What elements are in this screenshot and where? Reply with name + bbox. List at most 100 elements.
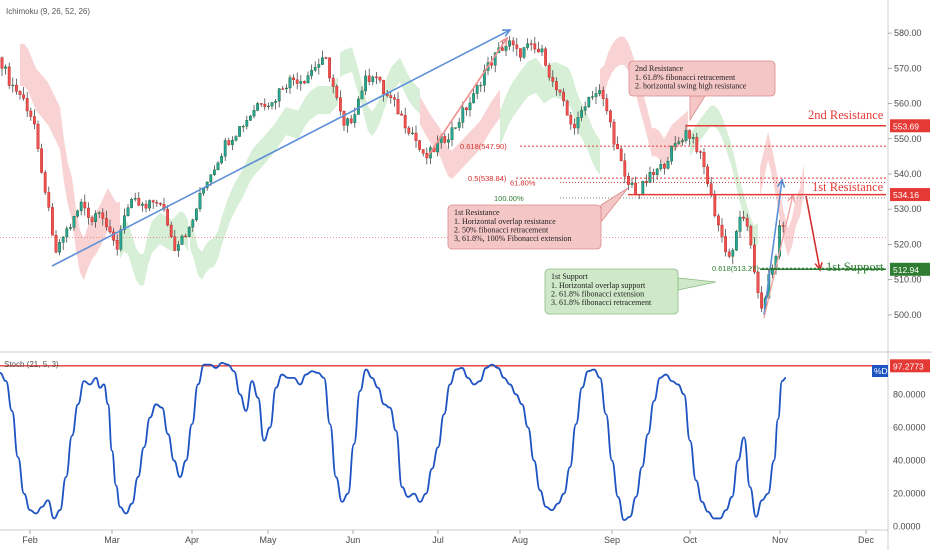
candle-body — [472, 93, 475, 104]
price-tick-label: 520.00 — [894, 239, 922, 249]
candle-body — [609, 110, 612, 123]
candle-body — [281, 88, 285, 90]
candle-body — [529, 43, 533, 45]
candle-body — [68, 227, 72, 229]
candle-body — [65, 228, 69, 238]
note-line: 3. 61.8% fibonacci retracement — [551, 298, 652, 307]
swing-arrow-up-2 — [763, 194, 794, 319]
cloud-region — [500, 57, 600, 175]
candle-body — [727, 251, 731, 257]
candle-body — [267, 105, 270, 107]
candle-body — [389, 95, 393, 98]
candle-body — [151, 200, 155, 203]
trend-arrow-up-1 — [51, 29, 511, 267]
candle-body — [90, 217, 94, 222]
axes: 553.69 534.16 512.94 97.2773 %D 580.00 570.00 5… — [22, 28, 930, 545]
candle-body — [684, 130, 688, 141]
candle-body — [511, 40, 515, 46]
price-tick-label: 510.00 — [894, 275, 922, 285]
swing-arrow-up — [763, 179, 783, 316]
candle-body — [180, 235, 184, 245]
candle-body — [558, 89, 562, 93]
candle-body — [670, 145, 674, 162]
candle-body — [360, 90, 364, 100]
swing-arrow-up-head — [776, 178, 786, 188]
candle-body — [479, 84, 483, 87]
candle-body — [562, 91, 566, 102]
candle-body — [158, 203, 162, 205]
candle-body — [115, 240, 119, 250]
candle-body — [295, 79, 299, 84]
candle-body — [421, 149, 425, 154]
candle-body — [274, 100, 277, 103]
candle-body — [468, 102, 472, 111]
candle-body — [691, 137, 695, 139]
candle-body — [475, 85, 479, 94]
candle-body — [393, 97, 396, 100]
candle-body — [256, 103, 259, 111]
stoch-tick-label: 60.0000 — [893, 422, 926, 432]
candle-body — [61, 236, 65, 243]
price-tag: 534.16 — [893, 190, 919, 200]
candle-body — [29, 110, 33, 117]
price-tag-bg — [890, 119, 930, 133]
candle-body — [418, 140, 421, 150]
candle-body — [457, 122, 461, 128]
candle-body — [133, 197, 137, 200]
overlays: 2nd Resistance 1st Resistance 1st Support 0… — [51, 29, 886, 319]
candle-body — [303, 81, 306, 84]
ichimoku-label: Ichimoku (9, 26, 52, 26) — [6, 7, 90, 16]
candle-body — [414, 132, 418, 141]
candle-body — [587, 96, 591, 107]
candle-body — [367, 75, 371, 82]
candle-body — [666, 160, 670, 169]
projection-arrow-down — [805, 195, 821, 271]
stoch-line — [0, 362, 787, 521]
price-tick-label: 570.00 — [894, 63, 922, 73]
candle-body — [655, 168, 659, 175]
level-label: 1st Support — [826, 260, 884, 274]
candle-body — [79, 201, 83, 212]
candle-body — [742, 216, 746, 219]
candle-body — [465, 107, 468, 111]
candle-body — [40, 148, 44, 173]
candle-body — [353, 114, 357, 123]
candle-body — [101, 212, 105, 219]
time-tick-label: Dec — [858, 535, 875, 545]
candle-body — [72, 215, 76, 228]
candle-body — [504, 45, 508, 51]
candle-body — [778, 225, 782, 257]
candle-body — [508, 40, 511, 47]
candle-body — [555, 81, 558, 91]
fib-label: 0.618(513.27) — [712, 264, 759, 273]
time-tick-label: May — [259, 535, 277, 545]
candle-body — [371, 76, 375, 82]
candle-body — [526, 43, 530, 48]
stoch-tick-label: 40.0000 — [893, 456, 926, 466]
candle-body — [749, 226, 753, 246]
note-pointer — [677, 277, 717, 291]
candle-body — [194, 208, 198, 221]
candle-body — [540, 48, 544, 53]
candle-body — [652, 171, 656, 175]
candle-body — [130, 199, 133, 208]
candle-body — [771, 268, 774, 275]
candle-body — [569, 115, 573, 125]
candle-body — [745, 218, 749, 227]
candle-body — [349, 118, 353, 123]
candle-body — [551, 77, 555, 82]
candle-body — [155, 201, 159, 204]
candle-body — [601, 90, 605, 99]
candle-body — [97, 212, 101, 214]
candle-body — [659, 164, 663, 170]
candle-body — [378, 76, 382, 81]
candle-body — [104, 218, 108, 228]
candle-body — [702, 152, 706, 167]
note-line: 1. 61.8% fibonacci retracement — [635, 73, 736, 82]
candle-body — [36, 123, 40, 149]
price-tag-bg — [890, 188, 930, 202]
candle-body — [537, 48, 540, 53]
candle-body — [760, 292, 764, 309]
